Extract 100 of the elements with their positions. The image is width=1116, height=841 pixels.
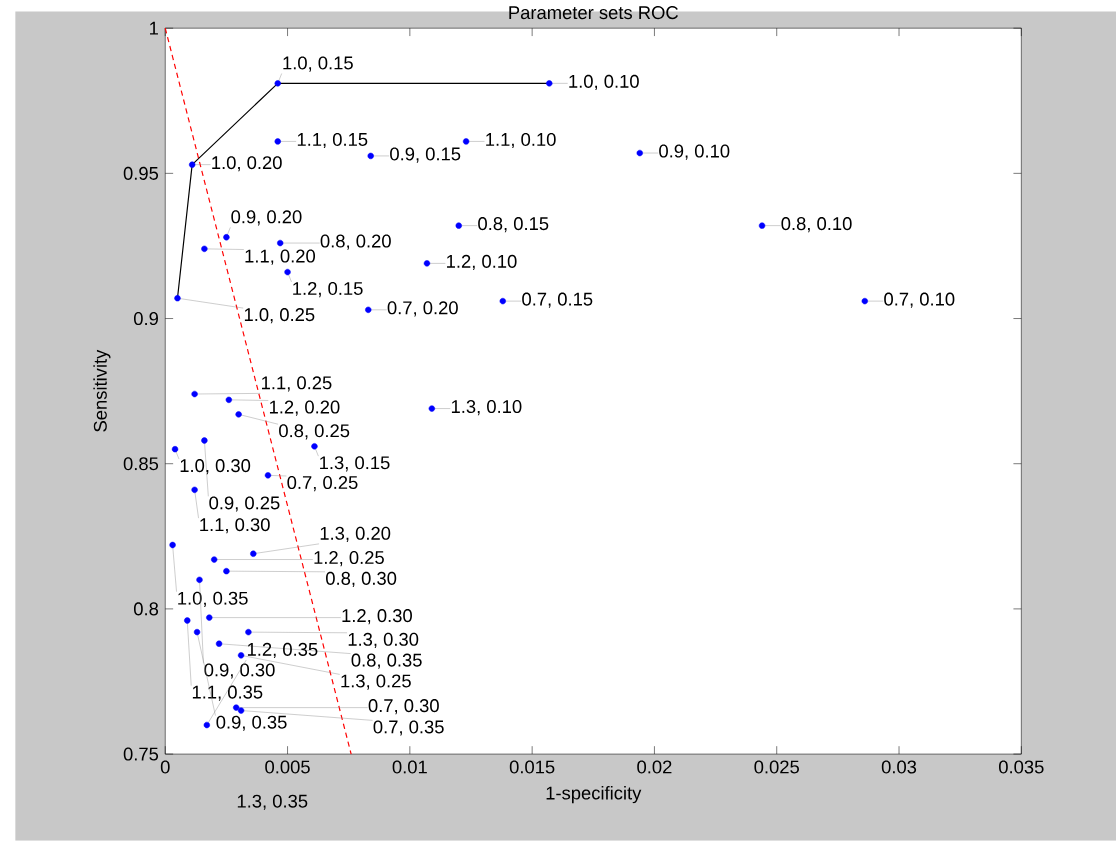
data-label: 0.8, 0.25	[279, 424, 350, 440]
point	[367, 152, 374, 160]
point	[264, 472, 272, 479]
point	[235, 411, 242, 418]
data-label: 1.3, 0.20	[320, 526, 391, 543]
data-label: 1.0, 0.20	[212, 156, 282, 172]
point	[861, 298, 868, 305]
point	[223, 568, 230, 575]
data-label: 0.9, 0.15	[390, 147, 461, 163]
y-tick-label: 1	[150, 21, 158, 35]
y-tick-label: 0.8	[133, 602, 159, 616]
point	[171, 446, 179, 453]
x-tick-label: 0.03	[881, 760, 917, 774]
data-label: 1.2, 0.25	[314, 551, 384, 567]
point	[215, 640, 223, 647]
point	[636, 149, 643, 157]
data-label: 1.0, 0.30	[180, 459, 251, 475]
data-label: 1.1, 0.15	[297, 132, 368, 149]
point	[546, 80, 553, 87]
data-label: 0.7, 0.30	[368, 699, 439, 715]
point	[233, 704, 240, 711]
point	[203, 721, 210, 729]
data-label: 0.7, 0.10	[884, 292, 955, 308]
point	[237, 652, 245, 659]
data-label: 0.9, 0.20	[231, 210, 302, 226]
data-label: 0.9, 0.25	[209, 496, 280, 512]
data-label: 1.0, 0.15	[283, 56, 353, 72]
point	[277, 239, 284, 247]
point	[191, 390, 198, 398]
point	[191, 486, 198, 494]
data-label: 1.2, 0.15	[293, 282, 363, 298]
point	[211, 556, 218, 563]
x-tick-label: 0.01	[392, 760, 427, 774]
point	[225, 396, 233, 404]
data-label: 1.2, 0.35	[247, 642, 318, 659]
data-label: 1.2, 0.20	[269, 400, 340, 416]
data-label: 0.7, 0.20	[387, 301, 458, 317]
point	[201, 437, 208, 444]
point	[274, 80, 281, 87]
y-tick-label: 0.95	[123, 166, 159, 180]
x-tick-label: 0.035	[999, 760, 1044, 774]
data-label: 1.1, 0.25	[262, 376, 332, 392]
point	[245, 629, 252, 636]
y-axis-title: Sensitivity	[93, 349, 111, 432]
point	[250, 550, 257, 557]
point	[462, 138, 470, 145]
point	[169, 541, 176, 549]
point	[455, 222, 462, 229]
data-label: 1.2, 0.30	[342, 609, 412, 625]
point	[184, 617, 191, 624]
data-label: 0.7, 0.15	[522, 292, 593, 308]
x-axis-title: 1-specificity	[546, 786, 642, 804]
x-tick-label: 0.015	[509, 760, 555, 774]
text: 1.3, 0.35	[237, 794, 308, 810]
x-tick-label: 0	[160, 760, 170, 774]
data-label: 1.1, 0.35	[192, 685, 263, 701]
data-label: 0.9, 0.35	[216, 715, 287, 731]
point	[284, 268, 291, 276]
point	[758, 222, 766, 229]
data-label: 0.7, 0.25	[287, 476, 358, 492]
point	[499, 298, 506, 305]
data-label: 1.3, 0.10	[451, 400, 522, 416]
point	[223, 234, 230, 241]
data-label: 0.8, 0.10	[781, 217, 852, 233]
point	[201, 245, 208, 253]
data-label: 1.3, 0.25	[341, 674, 411, 690]
point	[189, 161, 196, 168]
data-label: 1.1, 0.20	[245, 249, 316, 265]
chart-title: Parameter sets ROC	[509, 6, 678, 20]
point	[193, 629, 201, 636]
point	[274, 138, 281, 145]
point	[174, 295, 181, 302]
data-label: 0.8, 0.15	[478, 217, 549, 233]
data-label: 0.7, 0.35	[373, 720, 444, 736]
y-tick-label: 0.85	[123, 457, 159, 471]
x-tick-label: 0.025	[754, 760, 799, 774]
data-label: 0.9, 0.30	[204, 663, 275, 679]
point	[428, 405, 436, 412]
x-tick-label: 0.02	[637, 760, 672, 774]
point	[196, 576, 203, 584]
data-label: 0.8, 0.30	[326, 571, 397, 588]
point	[365, 306, 372, 314]
data-label: 1.1, 0.10	[486, 132, 556, 149]
data-label: 1.0, 0.25	[244, 308, 315, 324]
data-label: 0.8, 0.35	[351, 653, 422, 669]
data-label: 0.8, 0.20	[320, 234, 391, 250]
data-label: 1.2, 0.10	[447, 254, 517, 271]
point	[237, 707, 245, 714]
data-label: 1.1, 0.30	[200, 518, 270, 534]
point	[206, 614, 213, 621]
point	[423, 260, 431, 267]
point	[311, 443, 318, 450]
data-label: 1.0, 0.35	[178, 591, 248, 607]
data-label: 0.9, 0.10	[659, 144, 730, 160]
data-label: 1.3, 0.30	[348, 632, 419, 649]
x-tick-label: 0.005	[265, 760, 310, 774]
data-label: 1.0, 0.10	[569, 74, 639, 91]
y-tick-label: 0.75	[123, 747, 159, 761]
y-tick-label: 0.9	[133, 312, 158, 326]
data-label: 1.3, 0.15	[320, 456, 390, 472]
